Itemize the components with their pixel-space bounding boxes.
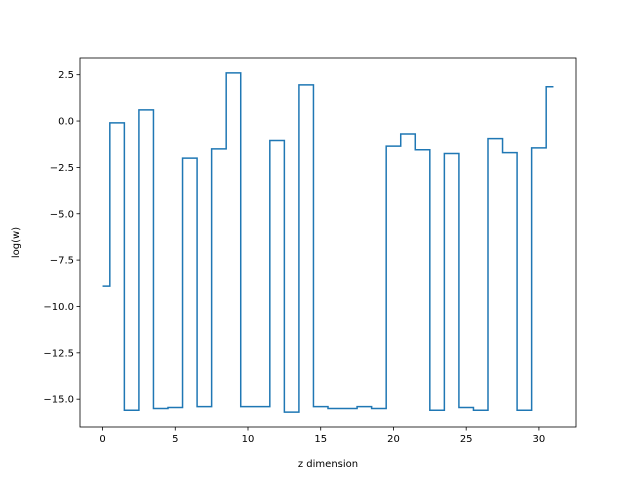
x-tick-label: 15 [314,434,327,445]
y-tick-label: −12.5 [43,348,74,359]
y-tick-label: −2.5 [50,163,74,174]
y-tick-label: −5.0 [50,209,74,220]
x-tick-label: 10 [242,434,255,445]
y-tick-label: 0.0 [58,117,74,128]
y-tick-label: −7.5 [50,256,74,267]
x-tick-label: 5 [172,434,178,445]
x-tick-label: 30 [533,434,546,445]
x-axis-label: z dimension [298,459,358,470]
x-tick-label: 20 [387,434,400,445]
y-tick-label: −10.0 [43,302,74,313]
y-tick-label: −15.0 [43,395,74,406]
y-axis-label: log(w) [11,227,22,258]
plot-background [80,58,576,427]
x-tick-label: 0 [99,434,105,445]
y-tick-label: 2.5 [58,70,74,81]
x-tick-label: 25 [460,434,473,445]
